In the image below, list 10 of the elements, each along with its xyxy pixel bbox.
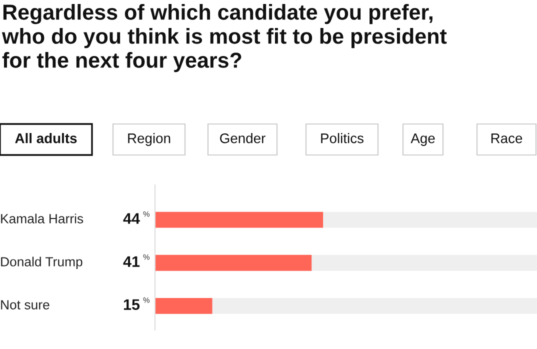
text: Race (491, 134, 522, 144)
text: Gender (220, 133, 266, 144)
chart-title: Regardless of which candidate you prefer, who do you think is most fit to be president for the next four years? (2, 4, 447, 72)
y-tick-label: Not sure (1, 300, 50, 310)
text: All adults (15, 133, 77, 144)
y-tick-label: Donald Trump (1, 256, 82, 270)
y-tick-label: Kamala Harris (1, 214, 84, 224)
text: Politics (321, 133, 364, 144)
text: Age (410, 134, 435, 146)
text: Region (128, 133, 170, 146)
